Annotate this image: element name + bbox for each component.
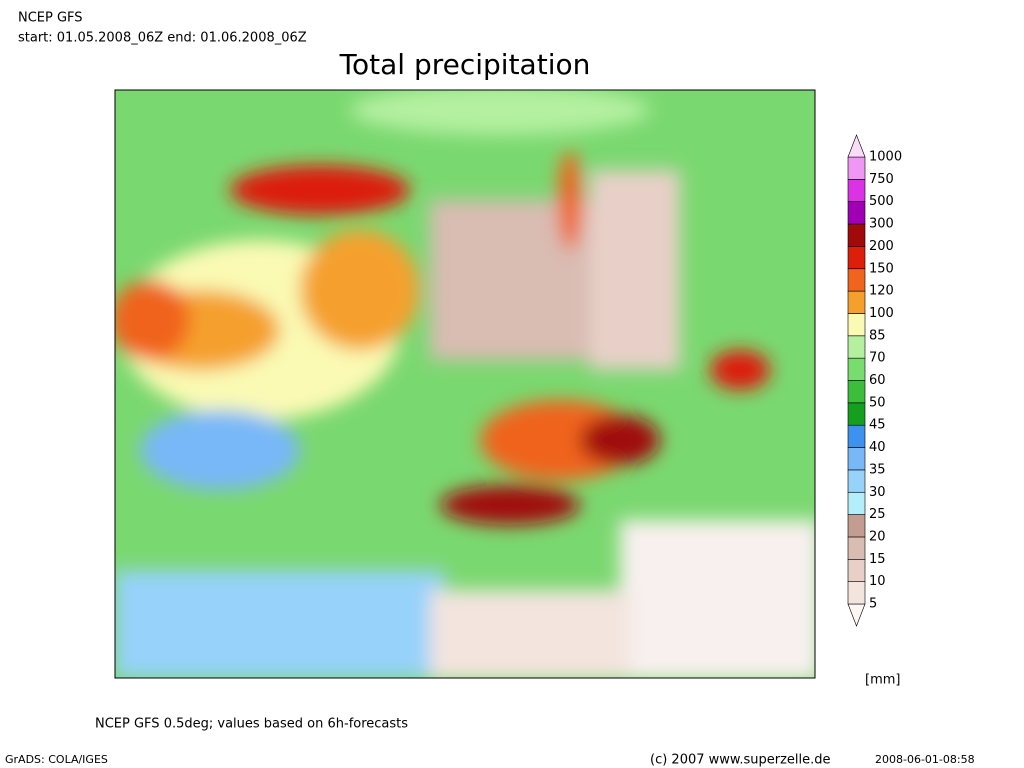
colorbar: 5 10 15 20 25 30 35 40 45 50 60 70 85 100 120 150 200 300… — [847, 134, 902, 627]
software-credit: GrADS: COLA/IGES — [5, 753, 108, 766]
color-swatch — [847, 447, 866, 471]
colorbar-label: 25 — [869, 507, 886, 522]
color-swatch — [847, 558, 866, 582]
color-swatch — [847, 201, 866, 225]
colorbar-label: 70 — [869, 351, 886, 366]
color-swatch — [847, 469, 866, 493]
precipitation-field — [115, 90, 815, 678]
colorbar-label: 5 — [869, 597, 877, 612]
colorbar-label: 150 — [869, 261, 894, 276]
model-label: NCEP GFS — [18, 11, 83, 26]
color-swatch — [847, 290, 866, 314]
color-swatch — [847, 313, 866, 337]
color-swatch — [847, 246, 866, 270]
color-swatch — [847, 156, 866, 180]
period-label: start: 01.05.2008_06Z end: 01.06.2008_06… — [18, 31, 307, 46]
colorbar-label: 60 — [869, 373, 886, 388]
color-swatch — [847, 179, 866, 203]
color-swatch — [847, 380, 866, 404]
colorbar-label: 20 — [869, 529, 886, 544]
color-swatch — [847, 581, 866, 605]
colorbar-label: 120 — [869, 284, 894, 299]
colorbar-label: 30 — [869, 485, 886, 500]
color-swatch — [847, 335, 866, 359]
color-swatch — [847, 536, 866, 560]
colorbar-label: 35 — [869, 462, 886, 477]
colorbar-label: 500 — [869, 194, 894, 209]
colorbar-label: 10 — [869, 574, 886, 589]
timestamp: 2008-06-01-08:58 — [875, 753, 975, 766]
footnote: NCEP GFS 0.5deg; values based on 6h-fore… — [95, 717, 408, 732]
colorbar-label: 50 — [869, 395, 886, 410]
colorbar-label: 300 — [869, 217, 894, 232]
color-swatch — [847, 424, 866, 448]
colorbar-label: 40 — [869, 440, 886, 455]
colorbar-label: 45 — [869, 418, 886, 433]
colorbar-label: 15 — [869, 552, 886, 567]
unit-label: [mm] — [865, 673, 900, 688]
colorbar-label: 1000 — [869, 150, 902, 165]
color-swatch — [847, 402, 866, 426]
copyright: (c) 2007 www.superzelle.de — [650, 753, 831, 768]
map-frame — [114, 89, 816, 679]
colorbar-label: 750 — [869, 172, 894, 187]
color-swatch — [847, 491, 866, 515]
colorbar-label: 200 — [869, 239, 894, 254]
color-swatch — [847, 268, 866, 292]
color-swatch — [847, 134, 866, 158]
color-swatch — [847, 223, 866, 247]
color-swatch — [847, 603, 866, 627]
map-title: Total precipitation — [339, 48, 591, 81]
color-swatch — [847, 357, 866, 381]
colorbar-label: 85 — [869, 328, 886, 343]
colorbar-label: 100 — [869, 306, 894, 321]
color-swatch — [847, 514, 866, 538]
